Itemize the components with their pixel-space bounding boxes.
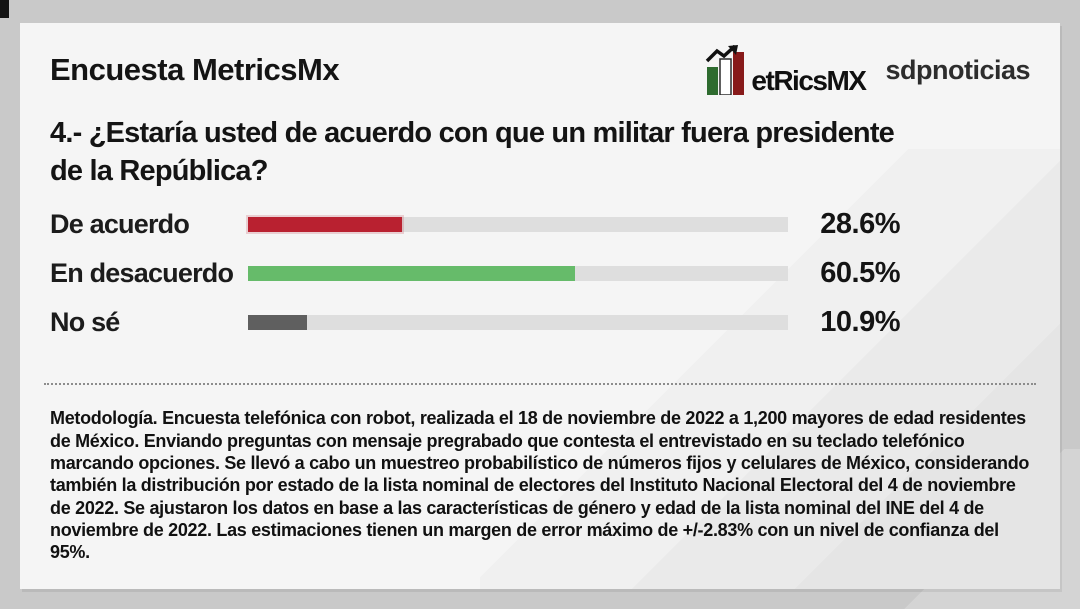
methodology-paragraph: Metodología. Encuesta telefónica con rob… <box>50 407 1038 563</box>
bar-fill-de-acuerdo <box>245 215 405 235</box>
methodology-label: Metodología. <box>50 408 158 429</box>
bar-chart: De acuerdo 28.6% En desacuerdo 60.5% No … <box>50 200 1030 347</box>
infographic-card: Encuesta MetricsMx etRicsMX sdpnoticias … <box>20 23 1060 589</box>
survey-question: 4.- ¿Estaría usted de acuerdo con que un… <box>50 115 1030 190</box>
metricsmx-logo: etRicsMX <box>705 45 867 96</box>
bar-fill-no-se <box>248 315 307 331</box>
dotted-divider <box>44 383 1036 386</box>
chart-row-en-desacuerdo: En desacuerdo 60.5% <box>50 249 1030 298</box>
page-title: Encuesta MetricsMx <box>50 52 340 87</box>
chart-row-de-acuerdo: De acuerdo 28.6% <box>50 200 1030 249</box>
logo-group: etRicsMX sdpnoticias <box>705 45 1030 95</box>
bar-value: 28.6% <box>820 208 900 241</box>
bar-track <box>245 215 788 235</box>
metricsmx-bars-arrow-icon <box>706 45 745 95</box>
window-corner-fragment <box>0 0 9 18</box>
methodology-text: Encuesta telefónica con robot, realizada… <box>50 408 1030 563</box>
bar-label: De acuerdo <box>50 209 190 240</box>
sdpnoticias-logo-text: sdpnoticias <box>885 54 1030 85</box>
header: Encuesta MetricsMx etRicsMX sdpnoticias <box>50 45 1030 95</box>
bar-fill-en-desacuerdo <box>248 266 575 282</box>
bar-label: No sé <box>50 307 120 338</box>
chart-row-no-se: No sé 10.9% <box>50 298 1030 347</box>
survey-question-line-2: de la República? <box>50 154 268 187</box>
bar-track <box>248 266 788 282</box>
survey-question-line-1: 4.- ¿Estaría usted de acuerdo con que un… <box>50 117 895 149</box>
bar-value: 10.9% <box>820 306 900 339</box>
metricsmx-logo-text: etRicsMX <box>751 65 867 96</box>
bar-value: 60.5% <box>820 257 900 290</box>
bar-track <box>248 315 788 331</box>
bar-label: En desacuerdo <box>50 258 234 289</box>
